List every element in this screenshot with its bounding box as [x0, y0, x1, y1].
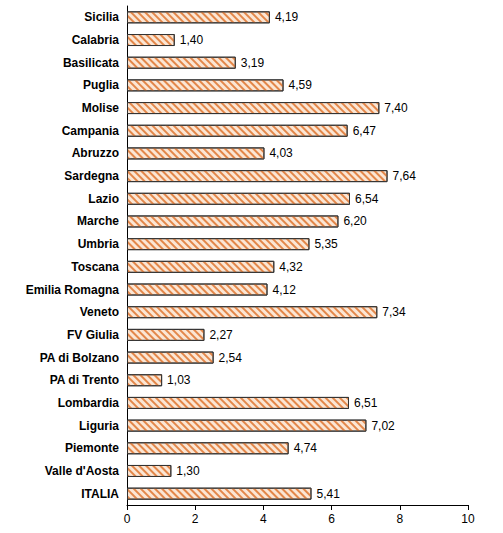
svg-text:Basilicata: Basilicata: [63, 56, 119, 70]
svg-text:Liguria: Liguria: [79, 419, 119, 433]
svg-text:PA di Trento: PA di Trento: [50, 373, 119, 387]
svg-text:0: 0: [124, 512, 131, 526]
svg-text:Lazio: Lazio: [88, 192, 119, 206]
svg-text:Toscana: Toscana: [71, 260, 119, 274]
svg-text:6,20: 6,20: [343, 214, 367, 228]
svg-text:5,41: 5,41: [316, 487, 340, 501]
svg-text:6: 6: [328, 512, 335, 526]
svg-text:Sardegna: Sardegna: [64, 169, 119, 183]
svg-text:7,02: 7,02: [371, 419, 395, 433]
svg-text:Calabria: Calabria: [72, 33, 120, 47]
svg-text:Valle d'Aosta: Valle d'Aosta: [45, 464, 120, 478]
svg-text:1,30: 1,30: [176, 464, 200, 478]
svg-text:7,64: 7,64: [393, 169, 417, 183]
svg-text:Umbria: Umbria: [78, 237, 120, 251]
svg-text:4: 4: [260, 512, 267, 526]
svg-text:10: 10: [461, 512, 475, 526]
svg-text:1,40: 1,40: [180, 33, 204, 47]
svg-text:Sicilia: Sicilia: [84, 10, 119, 24]
svg-text:ITALIA: ITALIA: [81, 487, 119, 501]
svg-text:Lombardia: Lombardia: [58, 396, 120, 410]
svg-text:PA di Bolzano: PA di Bolzano: [40, 351, 119, 365]
svg-text:6,54: 6,54: [355, 192, 379, 206]
svg-text:2,27: 2,27: [209, 328, 233, 342]
svg-text:Molise: Molise: [82, 101, 120, 115]
svg-text:7,34: 7,34: [382, 305, 406, 319]
svg-text:Marche: Marche: [77, 214, 119, 228]
svg-text:FV Giulia: FV Giulia: [67, 328, 119, 342]
svg-text:4,12: 4,12: [272, 283, 296, 297]
svg-text:4,59: 4,59: [289, 78, 313, 92]
svg-text:4,19: 4,19: [275, 10, 299, 24]
svg-text:Piemonte: Piemonte: [65, 441, 119, 455]
svg-text:3,19: 3,19: [241, 56, 265, 70]
svg-text:Puglia: Puglia: [83, 78, 119, 92]
svg-text:Campania: Campania: [62, 124, 120, 138]
svg-text:4,32: 4,32: [279, 260, 303, 274]
svg-text:8: 8: [396, 512, 403, 526]
svg-text:Emilia Romagna: Emilia Romagna: [26, 283, 120, 297]
svg-text:5,35: 5,35: [314, 237, 338, 251]
svg-text:Veneto: Veneto: [80, 305, 119, 319]
svg-text:7,40: 7,40: [384, 101, 408, 115]
svg-text:2: 2: [192, 512, 199, 526]
svg-text:4,03: 4,03: [269, 146, 293, 160]
svg-text:2,54: 2,54: [219, 351, 243, 365]
svg-text:Abruzzo: Abruzzo: [72, 146, 119, 160]
svg-text:6,51: 6,51: [354, 396, 378, 410]
svg-text:1,03: 1,03: [167, 373, 191, 387]
svg-text:6,47: 6,47: [353, 124, 377, 138]
svg-text:4,74: 4,74: [294, 441, 318, 455]
